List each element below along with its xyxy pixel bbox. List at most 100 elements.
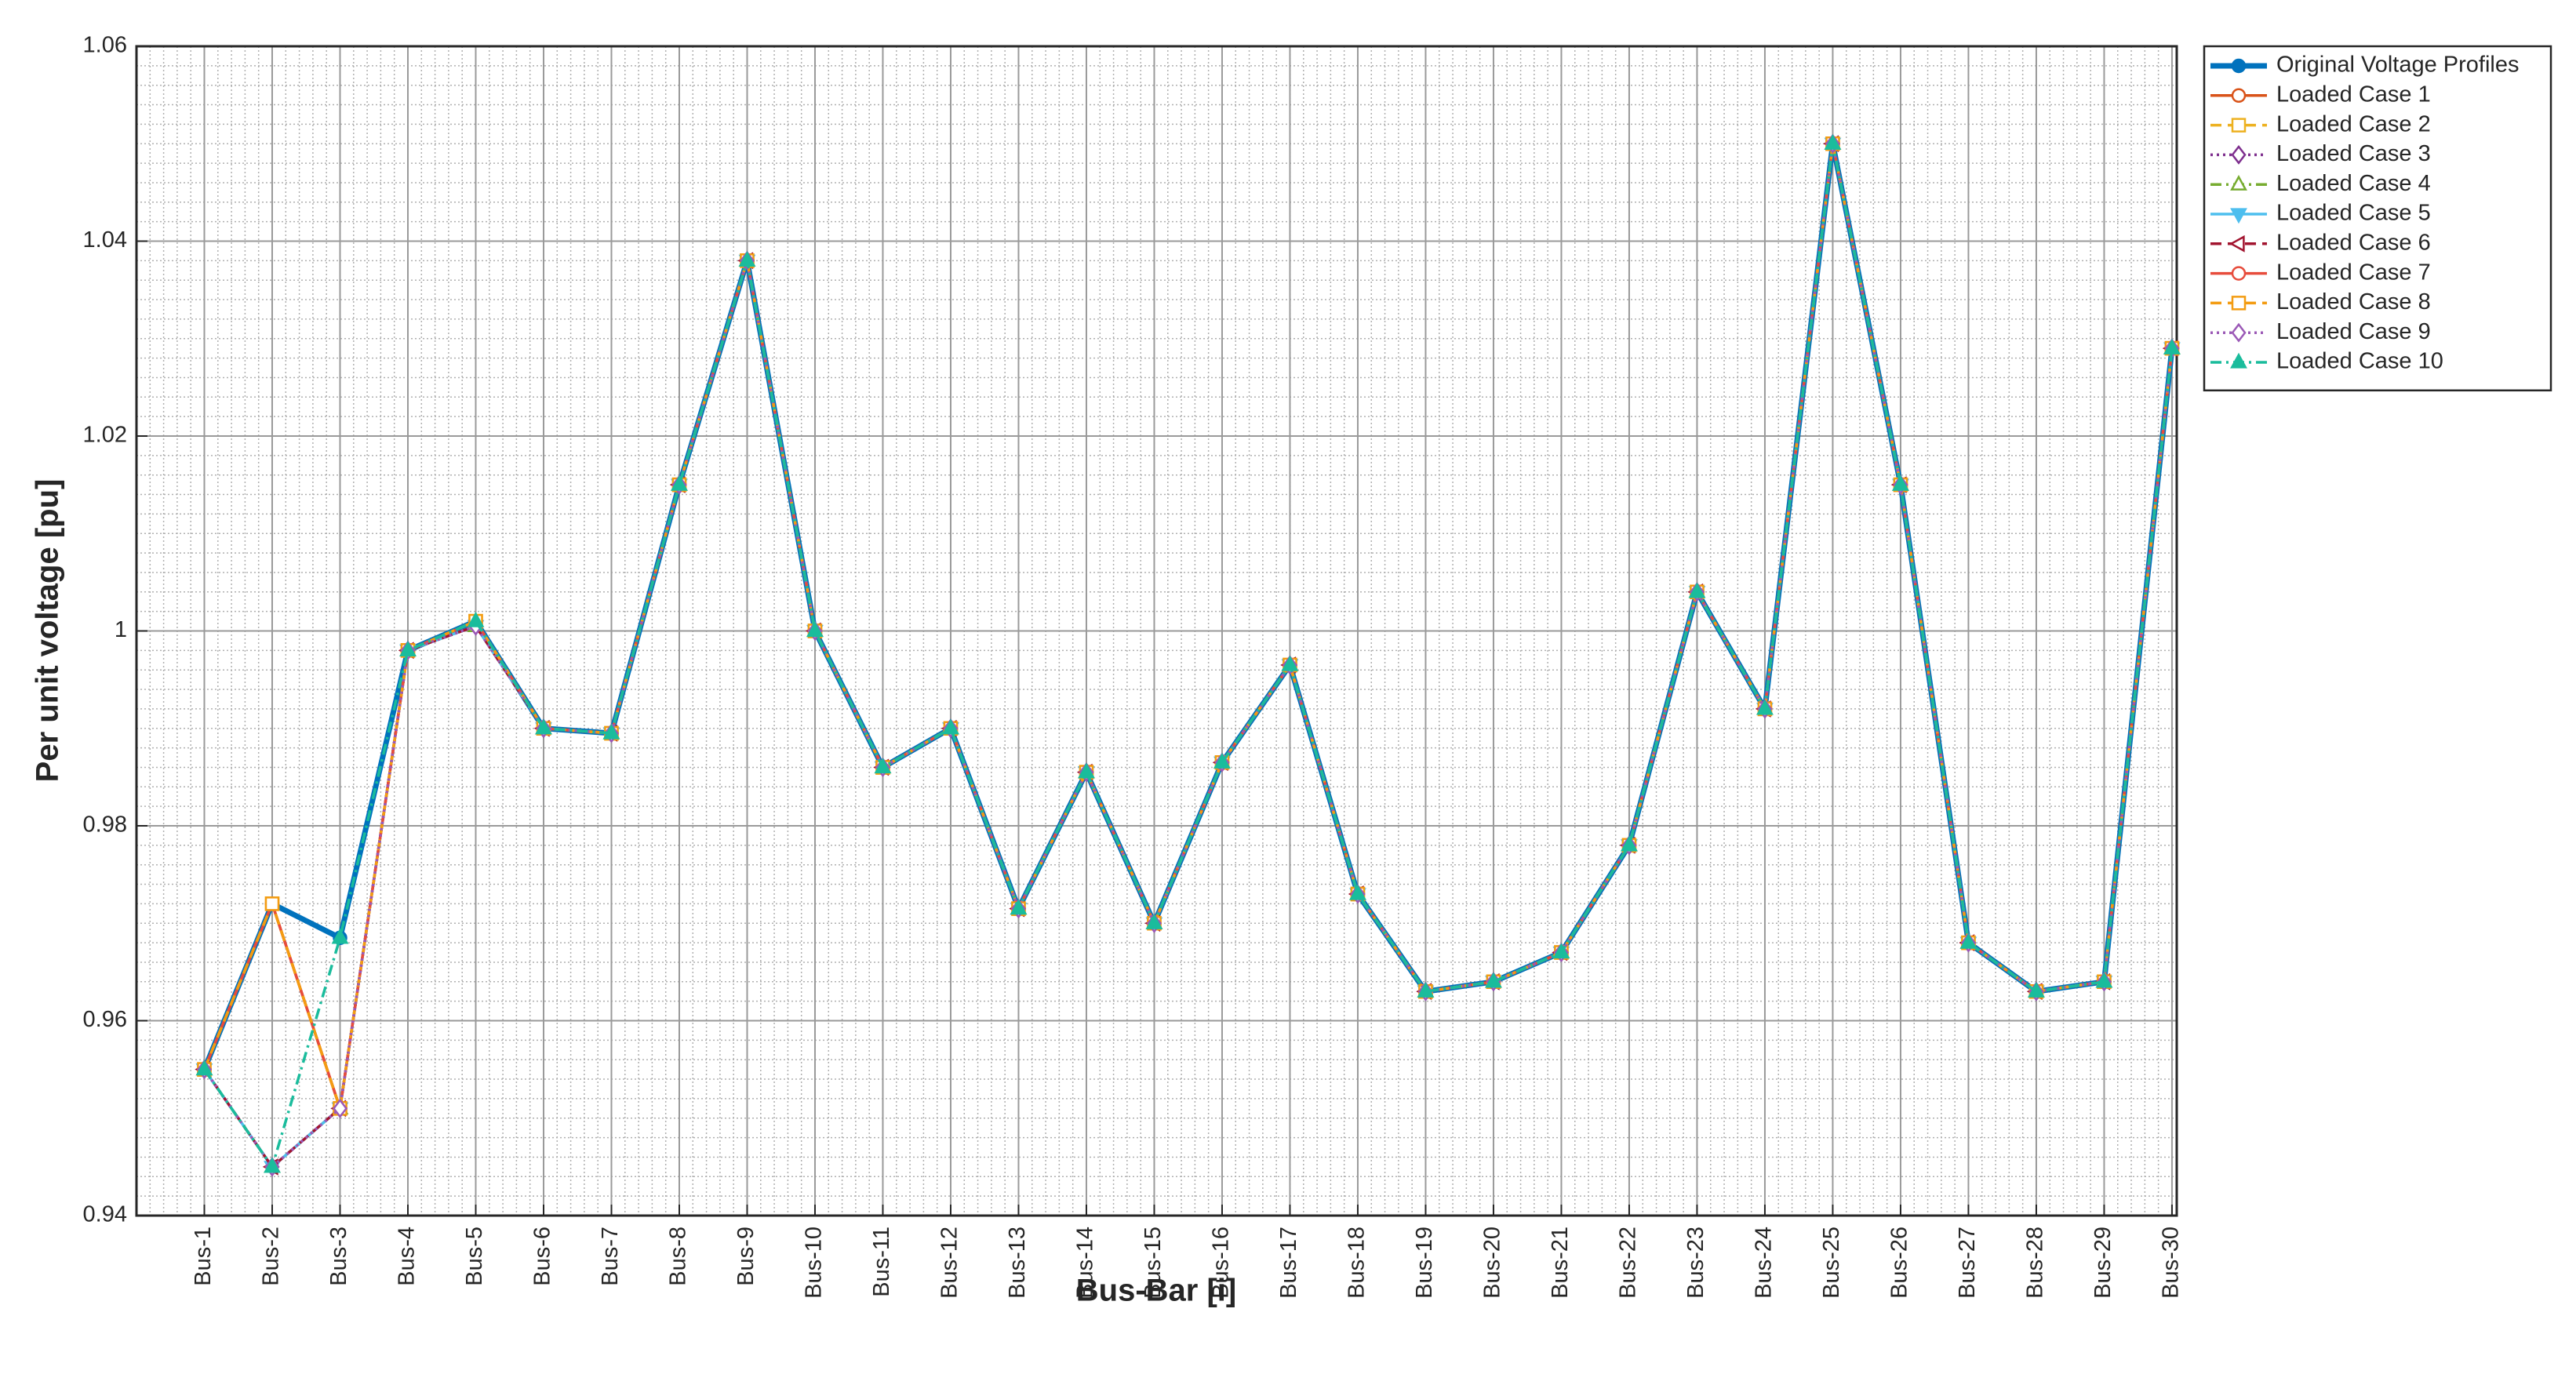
marker <box>806 621 824 638</box>
legend-label: Loaded Case 9 <box>2276 319 2431 344</box>
legend-label: Loaded Case 8 <box>2276 289 2431 314</box>
marker <box>2231 58 2247 74</box>
x-tick-label: Bus-22 <box>1616 1227 1641 1299</box>
marker <box>671 474 688 491</box>
marker <box>2231 296 2247 311</box>
marker <box>1417 982 1435 998</box>
marker <box>2231 322 2247 343</box>
marker <box>1485 972 1502 988</box>
marker <box>1078 762 1095 779</box>
x-tick-label: Bus-17 <box>1276 1227 1301 1299</box>
marker <box>1349 884 1366 900</box>
x-tick-label: Bus-18 <box>1344 1227 1370 1299</box>
x-tick-label: Bus-24 <box>1752 1227 1777 1299</box>
marker <box>2231 266 2247 281</box>
marker <box>602 723 620 740</box>
x-tick-label: Bus-20 <box>1480 1227 1505 1299</box>
x-tick-label: Bus-29 <box>2090 1227 2116 1299</box>
marker <box>1824 134 1842 150</box>
marker <box>467 611 485 627</box>
x-tick-label: Bus-26 <box>1887 1227 1912 1299</box>
marker <box>1892 474 1909 491</box>
x-tick-label: Bus-15 <box>1141 1227 1166 1299</box>
legend: Original Voltage Profiles Loaded Case 1 Lo… <box>2203 45 2552 392</box>
y-tick-label: 1.04 <box>83 227 127 253</box>
legend-label: Loaded Case 6 <box>2276 230 2431 255</box>
marker <box>1688 582 1706 598</box>
y-tick-label: 1.02 <box>83 423 127 448</box>
marker <box>2163 338 2181 354</box>
marker <box>535 718 552 735</box>
x-tick-label: Bus-6 <box>530 1227 555 1286</box>
y-tick-label: 1.06 <box>83 33 127 58</box>
x-tick-label: Bus-27 <box>1955 1227 1980 1299</box>
plot-frame <box>135 45 2178 1217</box>
y-tick-label: 0.94 <box>83 1202 127 1227</box>
x-tick-label: Bus-3 <box>326 1227 351 1286</box>
marker <box>195 1060 213 1076</box>
marker <box>2231 144 2247 165</box>
x-tick-label: Bus-7 <box>598 1227 623 1286</box>
x-tick-label: Bus-13 <box>1005 1227 1030 1299</box>
y-axis-label: Per unit voltage [pu] <box>31 479 65 783</box>
marker <box>331 928 349 944</box>
x-tick-label: Bus-12 <box>937 1227 962 1299</box>
marker <box>1213 753 1231 769</box>
marker <box>942 718 959 735</box>
x-tick-label: Bus-5 <box>462 1227 487 1286</box>
plot-area: 0.94 0.96 0.98 1 1.02 1.04 1.06 Bus-1 Bus-2 Bus-3… <box>83 33 2184 1299</box>
x-tick-label: Bus-16 <box>1209 1227 1234 1299</box>
x-tick-label: Bus-19 <box>1412 1227 1437 1299</box>
y-tick-label: 0.98 <box>83 812 127 838</box>
legend-label: Loaded Case 5 <box>2276 201 2431 226</box>
legend-label: Loaded Case 7 <box>2276 260 2431 285</box>
marker <box>2028 982 2045 998</box>
legend-label: Loaded Case 2 <box>2276 111 2431 136</box>
marker <box>1552 943 1570 959</box>
x-axis-label: Bus-Bar [i] <box>1076 1274 1236 1308</box>
marker <box>874 758 892 774</box>
marker <box>264 896 280 911</box>
marker <box>2230 175 2247 191</box>
y-tick-label: 1 <box>115 617 127 642</box>
marker <box>264 1157 281 1173</box>
marker <box>738 251 756 267</box>
x-tick-label: Bus-4 <box>395 1227 420 1286</box>
x-tick-label: Bus-28 <box>2023 1227 2048 1299</box>
legend-label: Loaded Case 4 <box>2276 171 2431 196</box>
marker <box>2229 234 2245 253</box>
marker <box>332 1098 348 1118</box>
x-tick-label: Bus-8 <box>666 1227 691 1286</box>
y-tick-label: 0.96 <box>83 1007 127 1032</box>
x-tick-label: Bus-14 <box>1073 1227 1098 1299</box>
x-tick-label: Bus-2 <box>259 1227 284 1286</box>
marker <box>1756 699 1774 715</box>
marker <box>2230 208 2247 224</box>
x-tick-label: Bus-21 <box>1548 1227 1573 1299</box>
x-tick-label: Bus-10 <box>802 1227 827 1299</box>
x-tick-label: Bus-30 <box>2159 1227 2184 1299</box>
x-tick-label: Bus-23 <box>1683 1227 1708 1299</box>
marker <box>1959 932 1977 949</box>
marker <box>2231 88 2247 104</box>
legend-label: Original Voltage Profiles <box>2276 53 2520 78</box>
marker <box>2230 352 2247 369</box>
x-tick-label: Bus-11 <box>869 1227 894 1297</box>
x-tick-label: Bus-1 <box>191 1227 216 1286</box>
legend-label: Loaded Case 10 <box>2276 349 2443 374</box>
legend-label: Loaded Case 1 <box>2276 82 2431 107</box>
x-tick-label: Bus-9 <box>733 1227 759 1286</box>
series-line <box>203 142 2174 1169</box>
marker <box>2095 972 2113 988</box>
marker <box>1010 899 1028 915</box>
marker <box>399 641 417 656</box>
marker <box>1621 835 1638 852</box>
marker <box>1281 655 1299 671</box>
marker <box>1145 914 1163 929</box>
marker <box>2231 118 2247 133</box>
x-tick-label: Bus-25 <box>1819 1227 1844 1299</box>
legend-label: Loaded Case 3 <box>2276 141 2431 166</box>
